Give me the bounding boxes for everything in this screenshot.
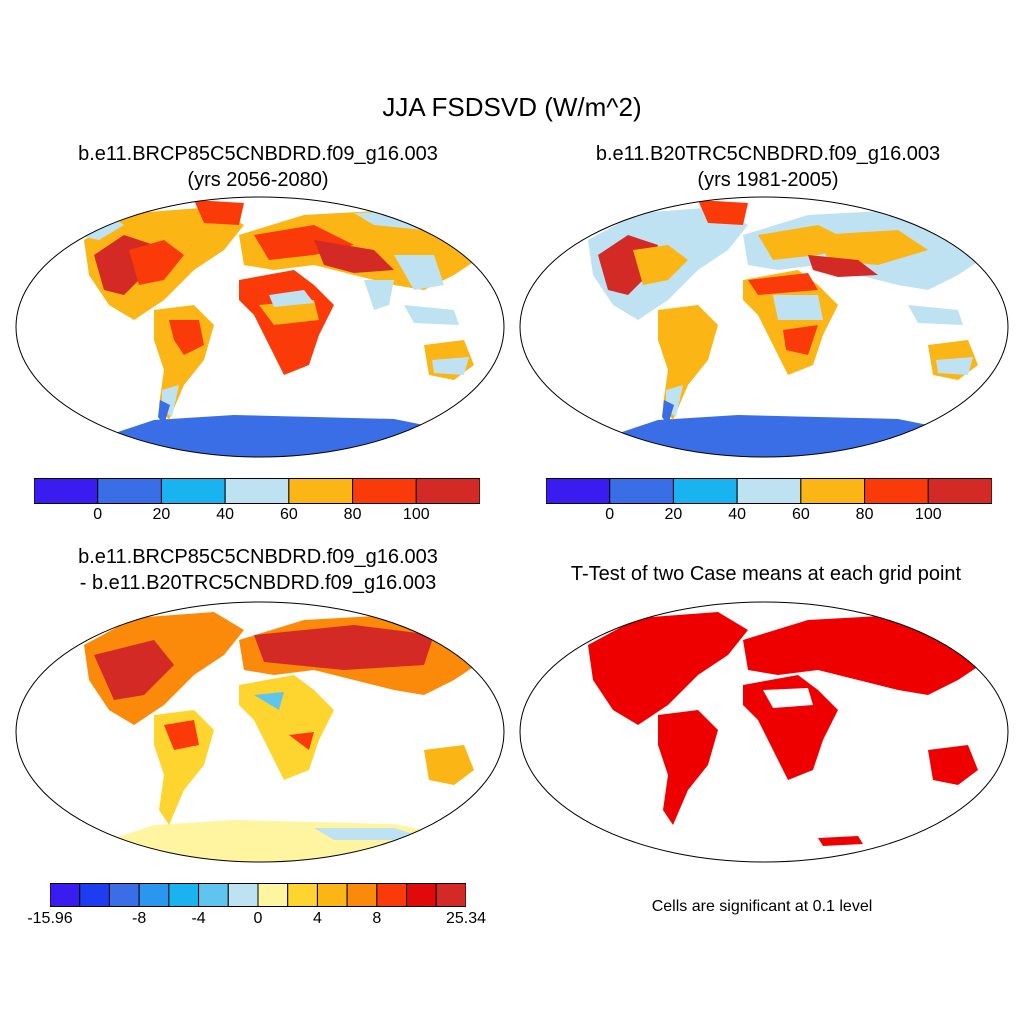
- colorbar-tick-label: -4: [191, 910, 206, 927]
- colorbar-swatch: [97, 478, 162, 504]
- colorbar-swatch: [415, 478, 480, 504]
- colorbar-tick-label: 20: [152, 506, 171, 523]
- colorbar-swatch: [435, 883, 466, 907]
- colorbar-tick-label: 0: [93, 506, 103, 523]
- colorbar-tick-label: 100: [914, 506, 942, 523]
- colorbar-tick-label: 60: [791, 506, 810, 523]
- colorbar-swatch: [316, 883, 348, 907]
- panel-bl-title-line2: - b.e11.B20TRC5CNBDRD.f09_g16.003: [79, 572, 437, 594]
- colorbar-swatch: [108, 883, 140, 907]
- colorbar-swatch: [287, 883, 318, 907]
- colorbar-top-left-labels: 0 20 40 60 80 100: [34, 506, 480, 526]
- colorbar-swatch: [376, 883, 408, 907]
- colorbar-bottom-left: [50, 883, 466, 907]
- colorbar-swatch: [927, 478, 992, 504]
- panel-tl-title-line1: b.e11.BRCP85C5CNBDRD.f09_g16.003: [78, 143, 438, 165]
- panel-tl-title-line2: (yrs 2056-2080): [187, 169, 329, 191]
- colorbar-swatch: [800, 478, 866, 504]
- colorbar-tick-label: -8: [132, 910, 147, 927]
- colorbar-tick-label: 20: [664, 506, 683, 523]
- colorbar-swatch: [34, 478, 99, 504]
- map-bottom-left: [15, 601, 505, 863]
- main-title: JJA FSDSVD (W/m^2): [382, 92, 642, 122]
- colorbar-swatch: [864, 478, 929, 504]
- map-top-right: [519, 196, 1009, 458]
- colorbar-tick-label: 100: [402, 506, 430, 523]
- colorbar-swatch: [168, 883, 200, 907]
- colorbar-top-right-labels: 0 20 40 60 80 100: [546, 506, 992, 526]
- colorbar-bottom-left-labels: -15.96 -8 -4 0 4 8 25.34: [27, 910, 486, 930]
- colorbar-swatch: [346, 883, 378, 907]
- colorbar-swatch: [227, 883, 259, 907]
- panel-br-title: T-Test of two Case means at each grid po…: [570, 563, 962, 585]
- colorbar-swatch: [160, 478, 226, 504]
- colorbar-top-right: [546, 478, 992, 504]
- colorbar-swatch: [138, 883, 170, 907]
- colorbar-swatch: [224, 478, 290, 504]
- colorbar-swatch: [672, 478, 738, 504]
- colorbar-tick-label: 0: [253, 910, 263, 927]
- colorbar-top-left: [34, 478, 480, 504]
- colorbar-swatch: [352, 478, 417, 504]
- panel-bl-title-line1: b.e11.BRCP85C5CNBDRD.f09_g16.003: [78, 546, 438, 568]
- panel-tr-title-line1: b.e11.B20TRC5CNBDRD.f09_g16.003: [595, 143, 941, 165]
- map-top-left: [15, 196, 505, 458]
- colorbar-tick-label: 80: [343, 506, 362, 523]
- significance-note: Cells are significant at 0.1 level: [651, 898, 873, 915]
- colorbar-tick-label: 25.34: [445, 910, 487, 927]
- colorbar-tick-label: 8: [372, 910, 382, 927]
- colorbar-swatch: [406, 883, 437, 907]
- colorbar-swatch: [546, 478, 611, 504]
- colorbar-tick-label: 4: [312, 910, 322, 927]
- colorbar-swatch: [609, 478, 674, 504]
- colorbar-swatch: [257, 883, 289, 907]
- colorbar-tick-label: -15.96: [27, 910, 73, 927]
- panel-tr-title-line2: (yrs 1981-2005): [697, 169, 839, 191]
- map-bottom-right: [519, 601, 1009, 863]
- colorbar-swatch: [736, 478, 802, 504]
- colorbar-tick-label: 40: [216, 506, 235, 523]
- colorbar-swatch: [288, 478, 354, 504]
- colorbar-swatch: [50, 883, 81, 907]
- colorbar-swatch: [79, 883, 110, 907]
- colorbar-swatch: [198, 883, 229, 907]
- colorbar-tick-label: 0: [605, 506, 615, 523]
- colorbar-tick-label: 40: [728, 506, 747, 523]
- colorbar-tick-label: 80: [855, 506, 874, 523]
- colorbar-tick-label: 60: [279, 506, 298, 523]
